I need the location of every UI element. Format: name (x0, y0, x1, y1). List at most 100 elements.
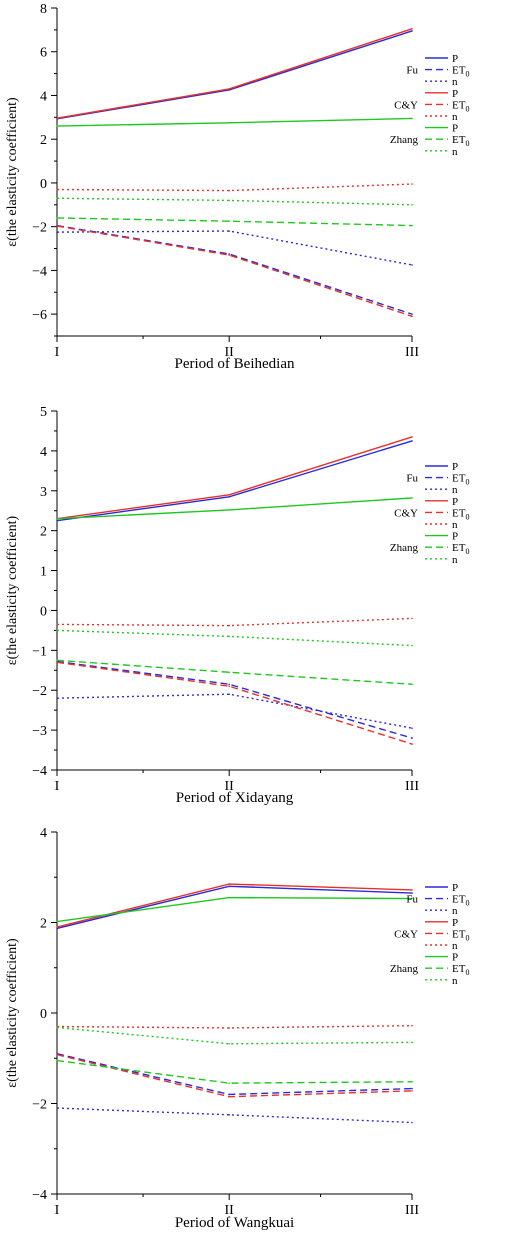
series-line-cy-et0 (56, 225, 413, 317)
data-point (56, 117, 58, 120)
data-point (411, 889, 413, 891)
data-point (56, 188, 58, 191)
data-point (411, 1024, 413, 1027)
y-tick-label: −4 (32, 1188, 47, 1203)
legend-entry-label: ET0 (452, 894, 469, 908)
legend-entry-label: P (452, 461, 458, 473)
legend-entry-label: n (452, 940, 458, 952)
legend-entry-label: ET0 (452, 542, 469, 556)
data-point (228, 685, 230, 688)
y-tick-label: 2 (40, 133, 47, 148)
y-tick-label: 1 (40, 565, 47, 580)
series-line-fu-n (56, 230, 413, 266)
data-point (411, 737, 413, 739)
legend-entry-label: P (452, 123, 458, 135)
legend-entry-label: ET0 (452, 963, 469, 977)
legend-group-label: Zhang (390, 542, 419, 554)
legend-et-text: ET (452, 65, 466, 77)
legend-entry-label: P (452, 531, 458, 543)
legend-entry-label: ET0 (452, 507, 469, 521)
series-line-cy-n (56, 1024, 413, 1029)
data-point (56, 517, 58, 520)
y-tick-label: 2 (40, 917, 47, 932)
y-tick-label: 4 (40, 89, 47, 104)
data-point (56, 661, 58, 664)
data-point (228, 122, 230, 124)
data-point (56, 519, 58, 522)
legend-et-text: ET (452, 894, 466, 906)
x-tick-label: I (55, 779, 60, 794)
data-point (228, 1027, 230, 1029)
data-point (411, 117, 413, 120)
x-axis-title: Period of Xidayang (176, 790, 294, 806)
data-point (56, 629, 58, 632)
legend-entry-label: P (452, 882, 458, 894)
data-point (56, 217, 58, 219)
data-point (56, 1059, 58, 1062)
data-point (411, 892, 413, 894)
data-point (411, 30, 413, 32)
legend-entry-label: n (452, 76, 458, 88)
legend-et-text: ET (452, 542, 466, 554)
legend-entry-label: n (452, 111, 458, 123)
data-point (228, 493, 230, 496)
data-point (228, 635, 230, 638)
y-tick-label: 0 (40, 604, 47, 619)
legend-entry-label: n (452, 905, 458, 917)
legend-group-label: Fu (406, 65, 418, 77)
series-line-fu-et0 (56, 660, 413, 739)
legend-et-text: ET (452, 963, 466, 975)
legend-entry-label: P (452, 952, 458, 964)
y-axis-title: ε(the elasticity coefficient) (5, 938, 20, 1088)
data-point (56, 231, 58, 233)
x-tick-label: III (405, 779, 419, 794)
legend-entry-label: P (452, 917, 458, 929)
x-tick-label: II (225, 345, 235, 360)
legend-et-subscript: 0 (465, 899, 469, 908)
legend-group-label: C&Y (394, 507, 418, 519)
series-line-cy-p (56, 436, 413, 520)
data-point (411, 27, 413, 30)
series-line-zhang-et0 (56, 1059, 413, 1084)
legend-et-subscript: 0 (465, 547, 469, 556)
series-line-zhang-p (56, 497, 413, 520)
data-point (56, 926, 58, 928)
legend-et-subscript: 0 (465, 139, 469, 148)
x-tick-label: III (405, 1203, 419, 1218)
series-line-cy-et0 (56, 1053, 413, 1098)
data-point (228, 896, 230, 899)
legend-entry-label: P (452, 53, 458, 65)
legend-et-subscript: 0 (465, 512, 469, 521)
y-tick-label: 8 (40, 2, 47, 17)
data-point (411, 204, 413, 206)
y-tick-label: −6 (32, 308, 47, 323)
data-point (56, 659, 58, 662)
series-line-zhang-et0 (56, 217, 413, 227)
series-line-fu-et0 (56, 224, 413, 315)
data-point (228, 624, 230, 627)
legend-group-label: C&Y (394, 99, 418, 111)
data-point (228, 509, 230, 511)
data-point (411, 440, 413, 442)
data-point (228, 1114, 230, 1116)
series-line-zhang-p (56, 117, 413, 127)
y-tick-label: 5 (40, 405, 47, 420)
data-point (56, 1107, 58, 1109)
data-point (56, 1053, 58, 1056)
legend-entry-label: n (452, 519, 458, 531)
legend-entry-label: n (452, 484, 458, 496)
data-point (228, 883, 230, 885)
legend-entry-label: ET0 (452, 473, 469, 487)
legend-entry-label: ET0 (452, 65, 469, 79)
legend-et-text: ET (452, 473, 466, 485)
legend-entry-label: P (452, 88, 458, 100)
data-point (228, 683, 230, 686)
data-point (228, 1042, 230, 1045)
y-tick-label: −3 (32, 724, 47, 739)
series-line-fu-et0 (56, 1053, 413, 1096)
data-point (411, 315, 413, 318)
data-point (411, 683, 413, 686)
